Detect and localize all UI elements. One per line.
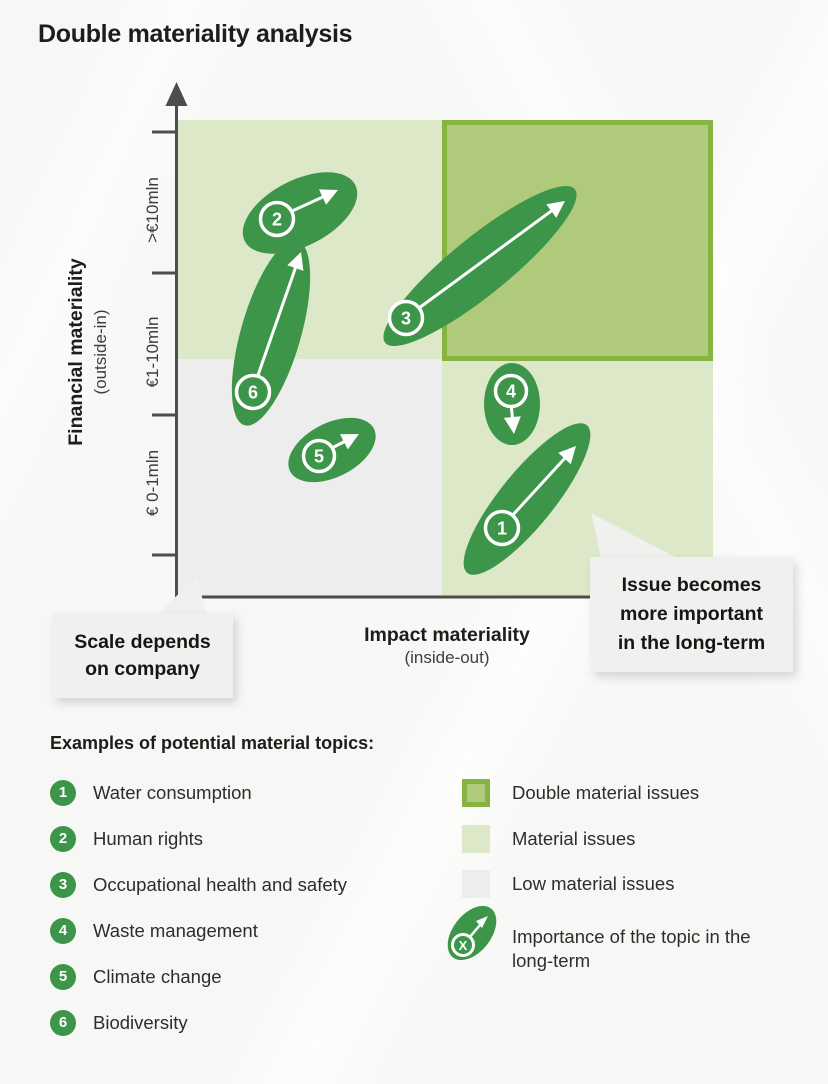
y-axis-label: Financial materiality (65, 258, 87, 446)
trend-arrow (509, 453, 570, 519)
topic-number: 3 (401, 309, 411, 329)
scale-callout-line1: Scale depends (74, 630, 211, 653)
examples-legend: Examples of potential material topics: 1… (50, 733, 374, 1056)
topics-layer: 1 2 3 4 5 6 (231, 172, 591, 575)
trend-arrowhead-icon (287, 252, 304, 271)
topic-number-badge (493, 373, 529, 409)
material-swatch (462, 825, 490, 853)
topic-ellipse-2: 2 (242, 172, 358, 254)
y-axis-sublabel: (outside-in) (91, 309, 110, 394)
longterm-callout-line3: in the long-term (617, 632, 766, 654)
materiality-chart: 1 2 3 4 5 6 >€10mln €1-10mln € 0-1mln Financi… (65, 82, 713, 667)
topic-ellipse-4: 4 (484, 363, 540, 445)
trend-arrowhead-icon (558, 446, 576, 465)
topic-number: 5 (314, 447, 324, 467)
longterm-callout: Issue becomes more important in the long… (590, 557, 793, 672)
trend-badge-symbol: X (459, 938, 468, 953)
topic-number: 6 (248, 383, 258, 403)
trend-arrowhead-icon (546, 201, 565, 218)
page-title: Double materiality analysis (38, 20, 353, 48)
topic-number-badge (258, 200, 296, 238)
topic-ellipse-1: 1 (463, 423, 591, 575)
topic-ellipse-5: 5 (288, 417, 376, 483)
topic-number: 2 (272, 210, 282, 230)
trend-arrow (255, 262, 299, 379)
badge-5-icon: 5 (50, 964, 76, 990)
examples-heading: Examples of potential material topics: (50, 733, 375, 753)
topic-number: 1 (497, 519, 507, 539)
legend-material: Material issues (462, 825, 635, 853)
x-axis-label: Impact materiality (364, 624, 530, 646)
scale-callout: Scale depends on company (52, 613, 233, 698)
topic-number-badge (387, 299, 425, 337)
topic-ellipse-6: 6 (231, 240, 311, 426)
y-axis-arrowhead-icon (165, 82, 188, 106)
legend-trend-label: Importance of the topic in the long-term (512, 926, 751, 971)
longterm-callout-pointer (591, 513, 677, 558)
topic-ellipse-3: 3 (383, 185, 577, 347)
trend-arrowhead-icon (339, 434, 359, 450)
badge-2-icon: 2 (50, 826, 76, 852)
list-item-human-rights: 2 Human rights (50, 826, 374, 852)
trend-arrow (289, 193, 328, 214)
list-item-biodiversity: 6 Biodiversity (50, 1010, 374, 1036)
list-item-occupational-health: 3 Occupational health and safety (50, 872, 374, 898)
badge-3-icon: 3 (50, 872, 76, 898)
list-item-climate-change: 5 Climate change (50, 964, 374, 990)
longterm-callout-line1: Issue becomes (621, 574, 762, 596)
double-material-swatch (462, 779, 490, 807)
list-item-water-consumption: 1 Water consumption (50, 780, 374, 806)
legend-double-material: Double material issues (462, 779, 699, 807)
trend-ellipse-icon: X (447, 905, 497, 961)
y-tick-0-1mln: € 0-1mln (143, 450, 162, 516)
scale-callout-line2: on company (85, 657, 200, 680)
low-material-swatch (462, 870, 490, 898)
badge-6-icon: 6 (50, 1010, 76, 1036)
legend-low-material: Low material issues (462, 870, 674, 898)
topic-number-badge (301, 438, 337, 474)
topic-number: 4 (506, 382, 516, 402)
y-tick-1-10mln: €1-10mln (143, 317, 162, 388)
x-axis-sublabel: (inside-out) (404, 648, 489, 667)
badge-4-icon: 4 (50, 918, 76, 944)
y-tick-gt10mln: >€10mln (143, 177, 162, 243)
scale-callout-pointer (158, 576, 206, 614)
trend-arrow (418, 206, 557, 310)
topic-number-badge (483, 509, 521, 547)
longterm-callout-line2: more important (619, 603, 763, 625)
trend-arrowhead-icon (503, 416, 521, 434)
topic-number-badge (234, 373, 272, 411)
y-axis-ticks (152, 130, 175, 557)
badge-1-icon: 1 (50, 780, 76, 806)
trend-arrowhead-icon (319, 189, 338, 205)
list-item-waste-management: 4 Waste management (50, 918, 374, 944)
